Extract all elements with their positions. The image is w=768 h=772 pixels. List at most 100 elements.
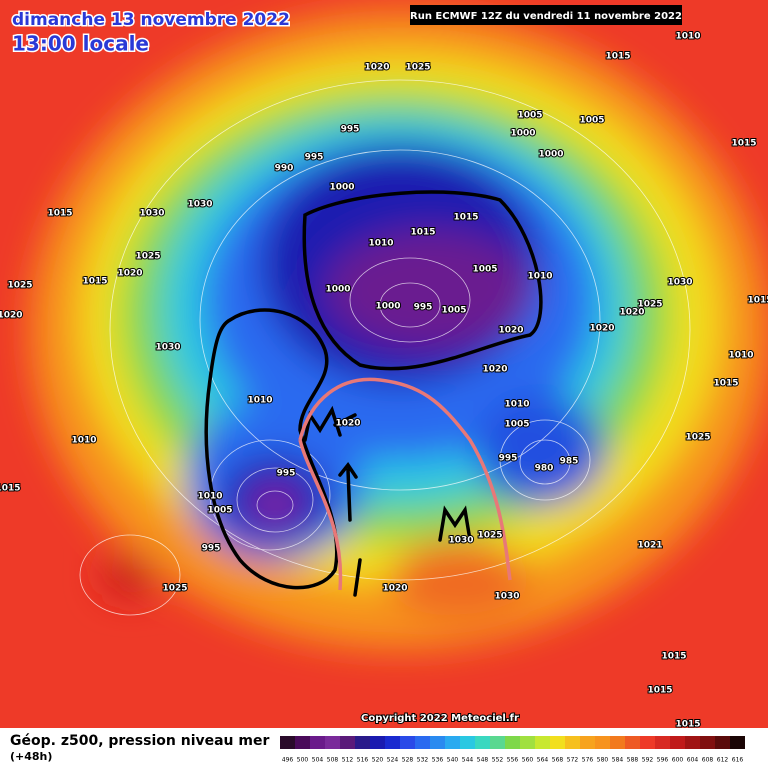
pressure-label: 1000 (375, 302, 400, 312)
pressure-label: 995 (277, 469, 296, 479)
pressure-label: 995 (499, 454, 518, 464)
scale-swatch (580, 736, 595, 749)
pressure-label: 1010 (197, 492, 222, 502)
pressure-label: 1005 (472, 265, 497, 275)
pressure-label: 990 (275, 164, 294, 174)
pressure-label: 1015 (661, 652, 686, 662)
scale-swatch (715, 736, 730, 749)
pressure-label: 1030 (155, 343, 180, 353)
scale-label: 540 (447, 757, 459, 764)
scale-swatch (505, 736, 520, 749)
pressure-label: 995 (414, 303, 433, 313)
pressure-label: 1020 (619, 308, 644, 318)
pressure-label: 1015 (747, 296, 768, 306)
scale-swatch (535, 736, 550, 749)
scale-swatch (490, 736, 505, 749)
pressure-label: 1015 (0, 484, 21, 494)
pressure-label: 1010 (504, 400, 529, 410)
scale-label: 580 (597, 757, 609, 764)
scale-label: 504 (312, 757, 324, 764)
pressure-label: 1005 (579, 116, 604, 126)
scale-label: 508 (327, 757, 339, 764)
pressure-label: 1010 (247, 396, 272, 406)
scale-label: 568 (552, 757, 564, 764)
pressure-label: 1015 (731, 139, 756, 149)
scale-swatch (310, 736, 325, 749)
copyright: Copyright 2022 Meteociel.fr (361, 713, 519, 724)
scale-swatch (655, 736, 670, 749)
pressure-label: 1030 (187, 200, 212, 210)
pressure-label: 1020 (498, 326, 523, 336)
scale-label: 600 (672, 757, 684, 764)
scale-label: 528 (402, 757, 414, 764)
scale-label: 512 (342, 757, 354, 764)
scale-label: 576 (582, 757, 594, 764)
legend-subtitle: (+48h) (10, 750, 52, 763)
pressure-label: 1015 (675, 720, 700, 730)
scale-label: 520 (372, 757, 384, 764)
pressure-label: 995 (341, 125, 360, 135)
color-scale: 496 500 504 508 512 516 520 524 528 532 536 540 544 5… (280, 736, 745, 764)
scale-label: 596 (657, 757, 669, 764)
scale-swatch (520, 736, 535, 749)
pressure-label: 995 (202, 544, 221, 554)
scale-label: 608 (702, 757, 714, 764)
scale-swatch (595, 736, 610, 749)
pressure-label: 1030 (494, 592, 519, 602)
scale-label: 500 (297, 757, 309, 764)
scale-swatch (730, 736, 745, 749)
pressure-label: 1015 (605, 52, 630, 62)
scale-swatch (415, 736, 430, 749)
scale-label: 548 (477, 757, 489, 764)
scale-swatch (700, 736, 715, 749)
pressure-label: 1000 (329, 183, 354, 193)
pressure-label: 1025 (685, 433, 710, 443)
scale-swatch (280, 736, 295, 749)
scale-swatch (685, 736, 700, 749)
scale-label: 556 (507, 757, 519, 764)
pressure-label: 1020 (0, 311, 23, 321)
pressure-label: 1020 (364, 63, 389, 73)
pressure-label: 1025 (135, 252, 160, 262)
scale-label: 532 (417, 757, 429, 764)
pressure-label: 1020 (482, 365, 507, 375)
scale-swatch (475, 736, 490, 749)
scale-label: 616 (732, 757, 744, 764)
scale-label: 516 (357, 757, 369, 764)
pressure-label: 1000 (510, 129, 535, 139)
pressure-label: 1020 (117, 269, 142, 279)
pressure-label: 1015 (47, 209, 72, 219)
pressure-label: 995 (305, 153, 324, 163)
scale-label: 564 (537, 757, 549, 764)
scale-swatch (430, 736, 445, 749)
pressure-label: 980 (535, 464, 554, 474)
scale-label: 612 (717, 757, 729, 764)
scale-swatch (670, 736, 685, 749)
scale-swatch (385, 736, 400, 749)
pressure-label: 1015 (410, 228, 435, 238)
pressure-label: 1025 (637, 300, 662, 310)
pressure-label: 1000 (325, 285, 350, 295)
pressure-label: 1021 (637, 541, 662, 551)
scale-label: 524 (387, 757, 399, 764)
date-title: dimanche 13 novembre 2022 (12, 10, 290, 30)
scale-label: 604 (687, 757, 699, 764)
pressure-label: 1025 (7, 281, 32, 291)
scale-swatch (295, 736, 310, 749)
legend-title: Géop. z500, pression niveau mer (10, 733, 269, 749)
pressure-label: 1025 (405, 63, 430, 73)
pressure-label: 1025 (162, 584, 187, 594)
scale-label: 584 (612, 757, 624, 764)
pressure-label: 1000 (538, 150, 563, 160)
scale-swatch (355, 736, 370, 749)
scale-swatch (400, 736, 415, 749)
pressure-label: 1020 (335, 419, 360, 429)
scale-label: 572 (567, 757, 579, 764)
pressure-label: 1005 (441, 306, 466, 316)
pressure-label: 1015 (82, 277, 107, 287)
map-background (0, 0, 768, 728)
scale-swatch (625, 736, 640, 749)
